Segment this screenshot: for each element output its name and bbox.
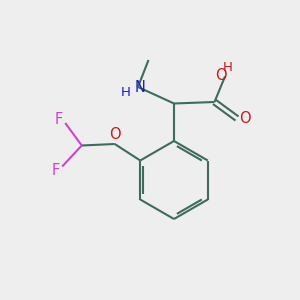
Text: H: H [223,61,232,74]
Text: H: H [121,86,130,99]
Text: O: O [240,111,251,126]
Text: O: O [109,127,121,142]
Text: O: O [215,68,226,82]
Text: N: N [135,80,146,94]
Text: F: F [52,163,60,178]
Text: F: F [55,112,63,127]
